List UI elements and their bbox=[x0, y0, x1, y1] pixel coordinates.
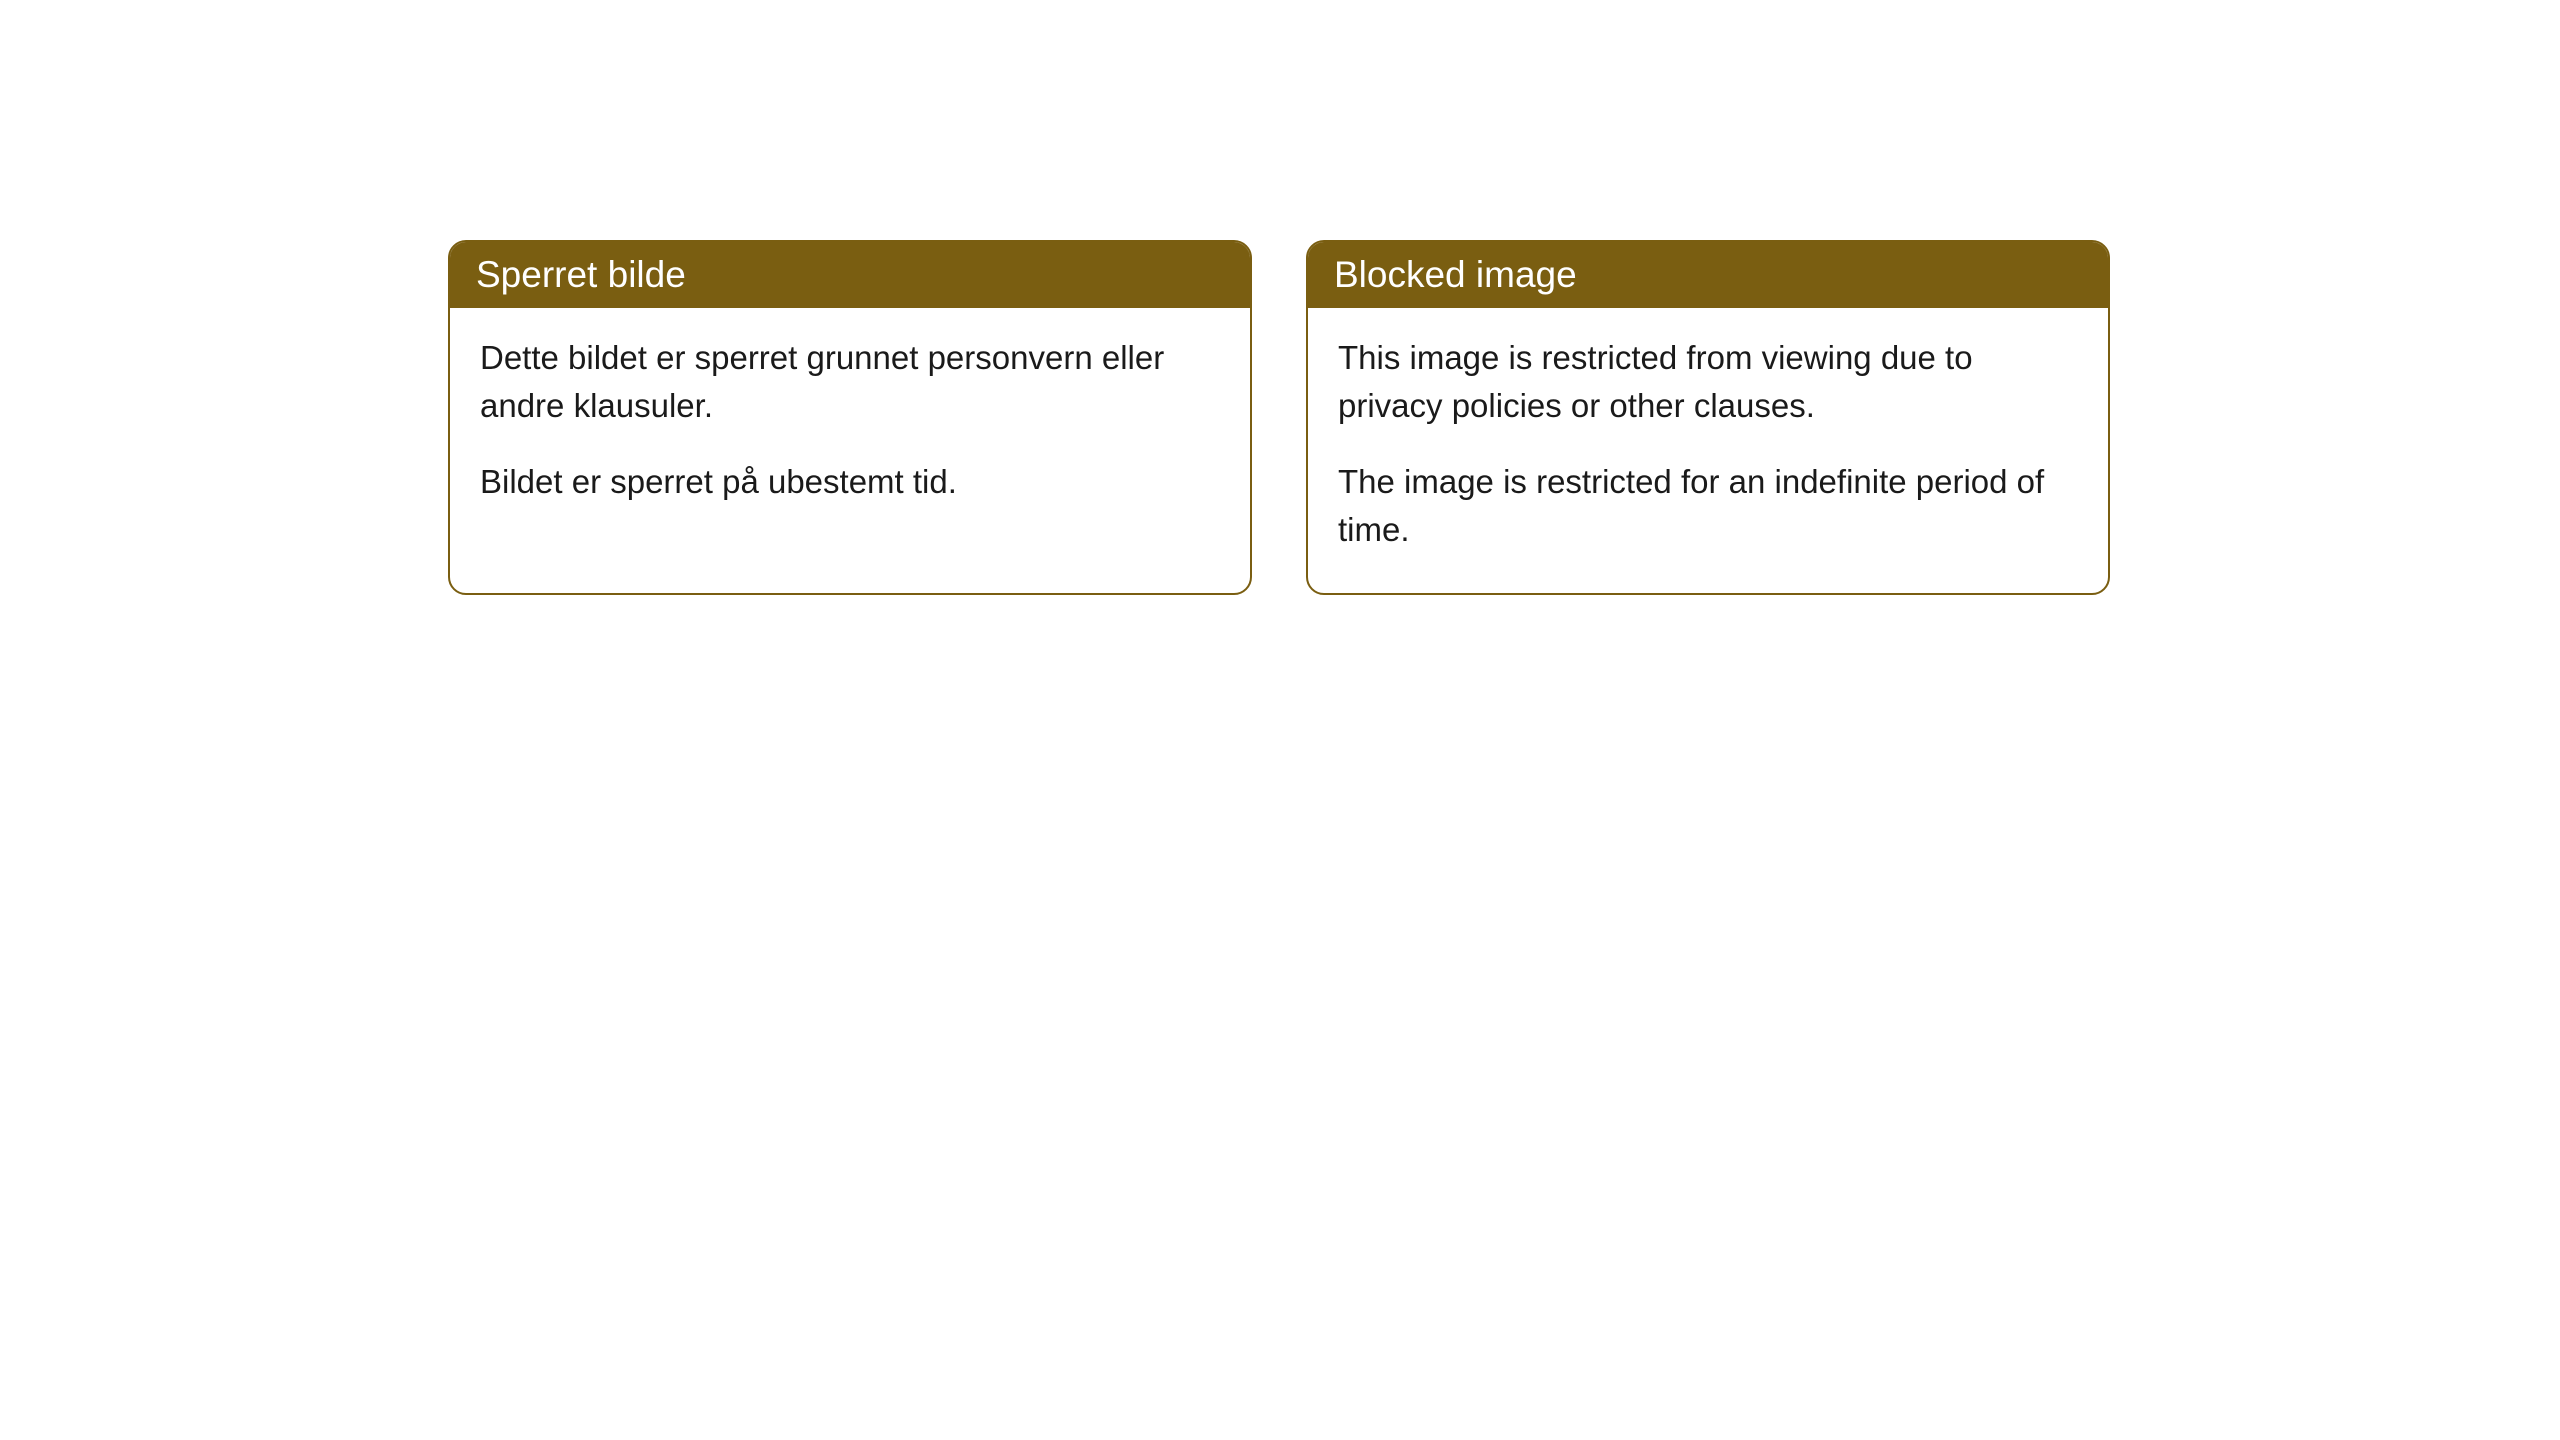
card-header-norwegian: Sperret bilde bbox=[450, 242, 1250, 308]
card-body-norwegian: Dette bildet er sperret grunnet personve… bbox=[450, 308, 1250, 546]
card-paragraph-1-english: This image is restricted from viewing du… bbox=[1338, 334, 2078, 430]
card-paragraph-2-norwegian: Bildet er sperret på ubestemt tid. bbox=[480, 458, 1220, 506]
card-paragraph-1-norwegian: Dette bildet er sperret grunnet personve… bbox=[480, 334, 1220, 430]
blocked-image-card-english: Blocked image This image is restricted f… bbox=[1306, 240, 2110, 595]
notice-cards-container: Sperret bilde Dette bildet er sperret gr… bbox=[0, 0, 2560, 595]
blocked-image-card-norwegian: Sperret bilde Dette bildet er sperret gr… bbox=[448, 240, 1252, 595]
card-paragraph-2-english: The image is restricted for an indefinit… bbox=[1338, 458, 2078, 554]
card-body-english: This image is restricted from viewing du… bbox=[1308, 308, 2108, 593]
card-title-norwegian: Sperret bilde bbox=[476, 254, 686, 295]
card-title-english: Blocked image bbox=[1334, 254, 1577, 295]
card-header-english: Blocked image bbox=[1308, 242, 2108, 308]
